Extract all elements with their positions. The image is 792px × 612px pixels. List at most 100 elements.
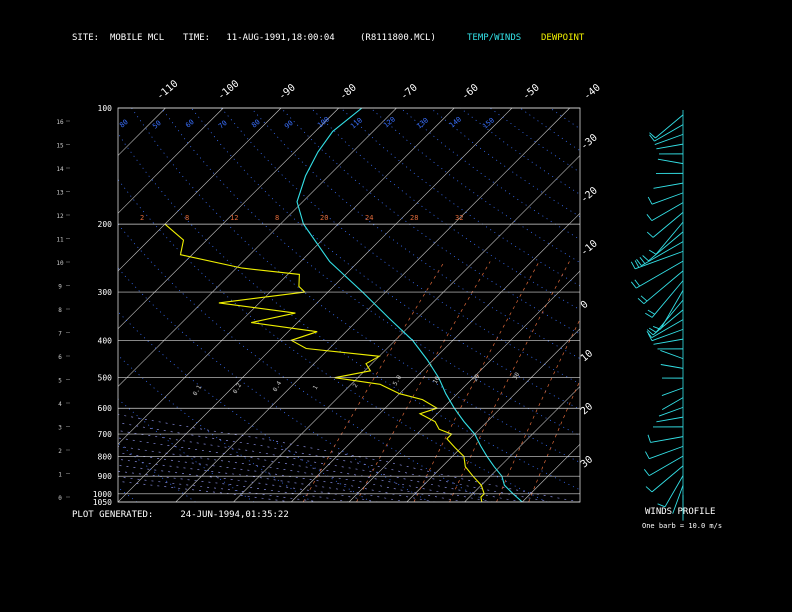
height-tick-label: 8 [58,307,62,314]
isotherm [118,108,397,387]
pressure-tick-label: 300 [98,288,113,297]
wind-barb-flag [648,327,657,333]
wind-barb [634,250,684,270]
pressure-tick-label: 400 [98,336,113,345]
dry-adiabat-label: 50 [151,119,163,131]
temp-tick-top: -100 [216,78,242,102]
dry-adiabat-label: 100 [316,115,331,129]
wind-barb-flag [645,312,653,318]
height-tick-label: 15 [56,143,64,150]
isotherm [118,108,513,502]
wind-barb-flag [634,260,640,268]
isotherm [0,108,50,502]
temp-tick-right: -10 [579,238,600,258]
site-label: SITE: MOBILE MCL [72,33,165,43]
dry-adiabat-label: 140 [448,115,463,129]
wind-barb [650,436,684,443]
dry-adiabat [430,108,580,218]
isotherm [118,108,166,156]
wind-barb-flag [647,434,651,443]
mixing-ratio-line [413,261,540,502]
moist-adiabat-label: 5.0 [392,374,404,387]
height-tick-label: 6 [58,354,62,361]
wind-barb [652,212,684,238]
dry-adiabat [118,398,255,502]
height-tick-label: 0 [58,495,62,502]
temp-tick-right: -20 [579,185,600,205]
height-tick-label: 13 [56,190,64,197]
isotherm [406,328,580,502]
mixing-ratio-line [496,318,580,502]
dry-adiabat [190,108,580,410]
plot-area [0,108,580,502]
barb-note: One barb = 10.0 m/s [642,522,723,530]
dry-adiabat [250,108,580,360]
mixing-ratio-label: 8 [275,214,279,222]
isotherm [118,108,224,214]
moist-adiabat [118,430,523,502]
mixing-ratio-line [449,261,570,502]
moist-adiabat [118,414,580,502]
height-tick-label: 1 [58,472,62,479]
dry-adiabat [118,442,196,502]
dewpoint-profile [164,223,485,502]
wind-barb [653,338,684,345]
wind-barb-flag [646,331,653,338]
mixing-ratio-label: 20 [320,214,328,222]
dewpoint-legend: DEWPOINT [541,33,585,43]
wind-barb [655,299,684,333]
moist-adiabat [118,476,321,502]
wind-barb [648,231,684,262]
moist-adiabat-label: 1 [312,384,320,391]
wind-barb-flag [648,249,657,255]
wind-barb [664,475,684,508]
moist-adiabat [118,458,407,502]
wind-barb [672,485,684,514]
temp-tick-top: -110 [155,78,181,102]
wind-barb-flag [637,297,645,305]
wind-barb [651,319,684,338]
temp-tick-top: -50 [521,82,542,102]
wind-barb-flag [647,309,655,315]
pressure-tick-label: 600 [98,404,113,413]
temp-tick-top: -40 [582,82,603,102]
mixing-ratio-label: 32 [455,214,463,222]
isotherm [118,108,339,330]
height-tick-label: 4 [58,401,62,408]
dry-adiabat-label: 110 [349,116,364,130]
wind-barb [651,202,684,221]
wind-barb [643,270,684,305]
dry-adiabat-label: 70 [217,119,229,131]
wind-barb [656,416,684,423]
temp-tick-top: -60 [460,82,481,102]
dry-adiabat-label: 80 [250,118,262,130]
temp-tick-top: -70 [399,82,420,102]
moist-adiabat-label: 20 [472,373,482,383]
winds-profile-label: WINDS PROFILE [645,507,716,517]
pressure-tick-label: 1000 [93,490,112,499]
temp-tick-right: 30 [579,454,595,470]
pressure-tick-label: 700 [98,430,113,439]
height-tick-label: 7 [58,331,62,338]
moist-adiabat [118,481,292,502]
dry-adiabat-label: 150 [481,116,496,130]
mixing-ratio-label: 2 [140,214,144,222]
dry-adiabat-label: 120 [382,115,397,129]
wind-barb [661,387,684,397]
wind-barb [656,143,684,150]
moist-adiabat-label: 0.4 [272,380,284,393]
moist-adiabat-label: 0.2 [232,382,244,395]
moist-adiabat-label: 2 [352,382,360,389]
dry-adiabat [489,108,580,173]
wind-barb [660,349,684,360]
dry-adiabat-label: 80 [118,118,130,130]
wind-barb-flag [647,196,653,205]
dry-adiabat [400,108,580,241]
wind-barb-flag [634,279,641,287]
height-tick-label: 12 [56,213,64,220]
wind-barb-flag [652,325,661,330]
dry-adiabat-label: 130 [415,116,430,130]
plot-generated: PLOT GENERATED: 24-JUN-1994,01:35:22 [72,510,289,520]
wind-barb-flag [646,214,653,221]
